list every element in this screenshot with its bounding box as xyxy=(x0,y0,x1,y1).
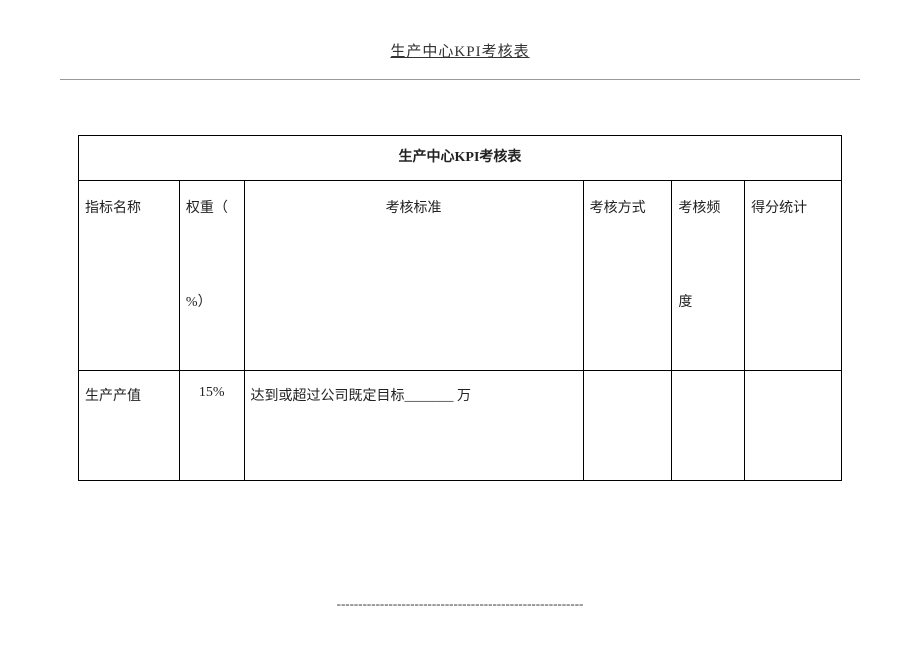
table-row: 生产产值 15% 达到或超过公司既定目标_______ 万 xyxy=(79,371,842,481)
table-title-row: 生产中心KPI考核表 xyxy=(79,136,842,181)
page-title: 生产中心KPI考核表 xyxy=(390,40,529,61)
cell-standard: 达到或超过公司既定目标_______ 万 xyxy=(244,371,583,481)
kpi-table: 生产中心KPI考核表 指标名称 权重（ %） 考核标准 考核方式 考核频 度 得… xyxy=(78,135,842,481)
col-header-standard: 考核标准 xyxy=(244,181,583,371)
cell-weight: 15% xyxy=(179,371,244,481)
cell-freq xyxy=(672,371,745,481)
page-header: 生产中心KPI考核表 xyxy=(0,0,920,71)
cell-score xyxy=(745,371,842,481)
kpi-table-container: 生产中心KPI考核表 指标名称 权重（ %） 考核标准 考核方式 考核频 度 得… xyxy=(78,135,842,481)
weight-label-top: 权重（ xyxy=(186,189,238,228)
col-header-name: 指标名称 xyxy=(79,181,180,371)
header-rule xyxy=(60,79,860,80)
freq-label-bottom: 度 xyxy=(678,283,738,322)
weight-label-bottom: %） xyxy=(186,283,238,322)
table-header-row: 指标名称 权重（ %） 考核标准 考核方式 考核频 度 得分统计 xyxy=(79,181,842,371)
cell-name: 生产产值 xyxy=(79,371,180,481)
footer-dashes: ----------------------------------------… xyxy=(0,596,920,612)
col-header-weight: 权重（ %） xyxy=(179,181,244,371)
freq-label-top: 考核频 xyxy=(678,189,738,228)
table-title-cell: 生产中心KPI考核表 xyxy=(79,136,842,181)
cell-method xyxy=(583,371,672,481)
col-header-score: 得分统计 xyxy=(745,181,842,371)
col-header-method: 考核方式 xyxy=(583,181,672,371)
col-header-freq: 考核频 度 xyxy=(672,181,745,371)
